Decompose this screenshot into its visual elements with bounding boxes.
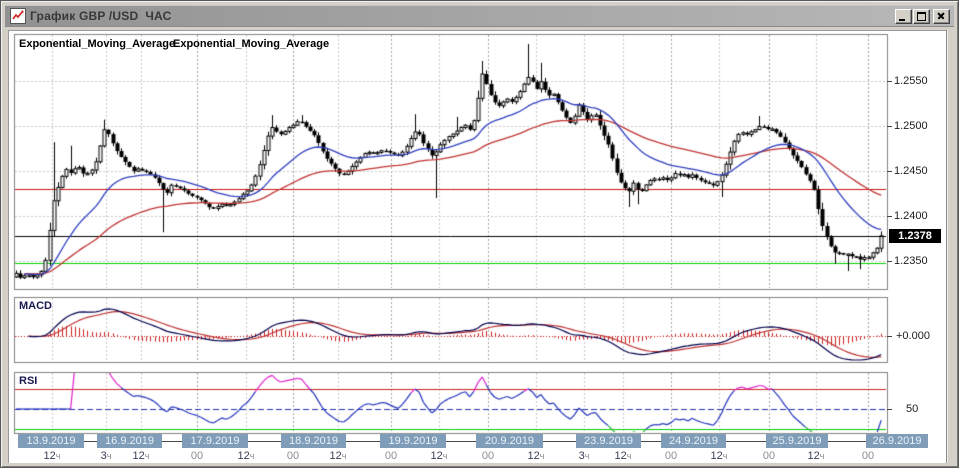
price-axis-label: 1.2400: [894, 210, 928, 222]
date-badge: 18.9.2019: [281, 434, 346, 448]
date-badge: 17.9.2019: [182, 434, 248, 448]
time-label: 12ч: [132, 450, 150, 462]
price-axis-tick: [887, 216, 892, 217]
time-label: 12ч: [430, 450, 448, 462]
time-label: 00: [481, 450, 495, 462]
time-label: 12ч: [237, 450, 255, 462]
time-label: 12ч: [710, 450, 728, 462]
price-axis-tick: [887, 81, 892, 82]
time-label: 00: [861, 450, 875, 462]
date-badge: 26.9.2019: [866, 434, 928, 448]
rsi-panel-label: RSI: [19, 375, 38, 387]
date-axis-line: [18, 441, 928, 442]
time-label: 12ч: [614, 450, 632, 462]
price-axis-label: 1.2500: [894, 120, 928, 132]
date-badge: 23.9.2019: [576, 434, 641, 448]
date-badge: 25.9.2019: [766, 434, 828, 448]
date-badge: 13.9.2019: [18, 434, 84, 448]
date-badge: 16.9.2019: [97, 434, 162, 448]
ema-slow-label: Exponential_Moving_Average: [173, 38, 330, 50]
price-axis-label: 1.2450: [894, 165, 928, 177]
rsi-mid-axis-label: 50: [906, 403, 919, 415]
time-label: 12ч: [329, 450, 347, 462]
time-label: 12ч: [807, 450, 825, 462]
time-label: 3ч: [100, 450, 112, 462]
ema-fast-label: Exponential_Moving_Average: [19, 38, 176, 50]
price-axis-label: 1.2350: [894, 255, 928, 267]
price-axis-tick: [887, 171, 892, 172]
time-label: 00: [190, 450, 204, 462]
price-axis-tick: [887, 261, 892, 262]
date-badge: 24.9.2019: [661, 434, 726, 448]
price-axis-label: 1.2550: [894, 75, 928, 87]
time-label: 3ч: [578, 450, 590, 462]
time-label: 00: [762, 450, 776, 462]
time-label: 12ч: [527, 450, 545, 462]
date-badge: 20.9.2019: [476, 434, 543, 448]
time-label: 12ч: [43, 450, 61, 462]
macd-panel-label: MACD: [19, 300, 52, 312]
time-label: 00: [384, 450, 398, 462]
date-badge: 19.9.2019: [380, 434, 446, 448]
rsi-mid-tick: [887, 409, 892, 410]
time-label: 00: [286, 450, 300, 462]
macd-zero-tick: [887, 336, 892, 337]
price-axis-tick: [887, 126, 892, 127]
current-price-badge: 1.2378: [889, 229, 941, 243]
time-label: 00: [664, 450, 678, 462]
macd-zero-axis-label: +0.000: [896, 330, 930, 342]
